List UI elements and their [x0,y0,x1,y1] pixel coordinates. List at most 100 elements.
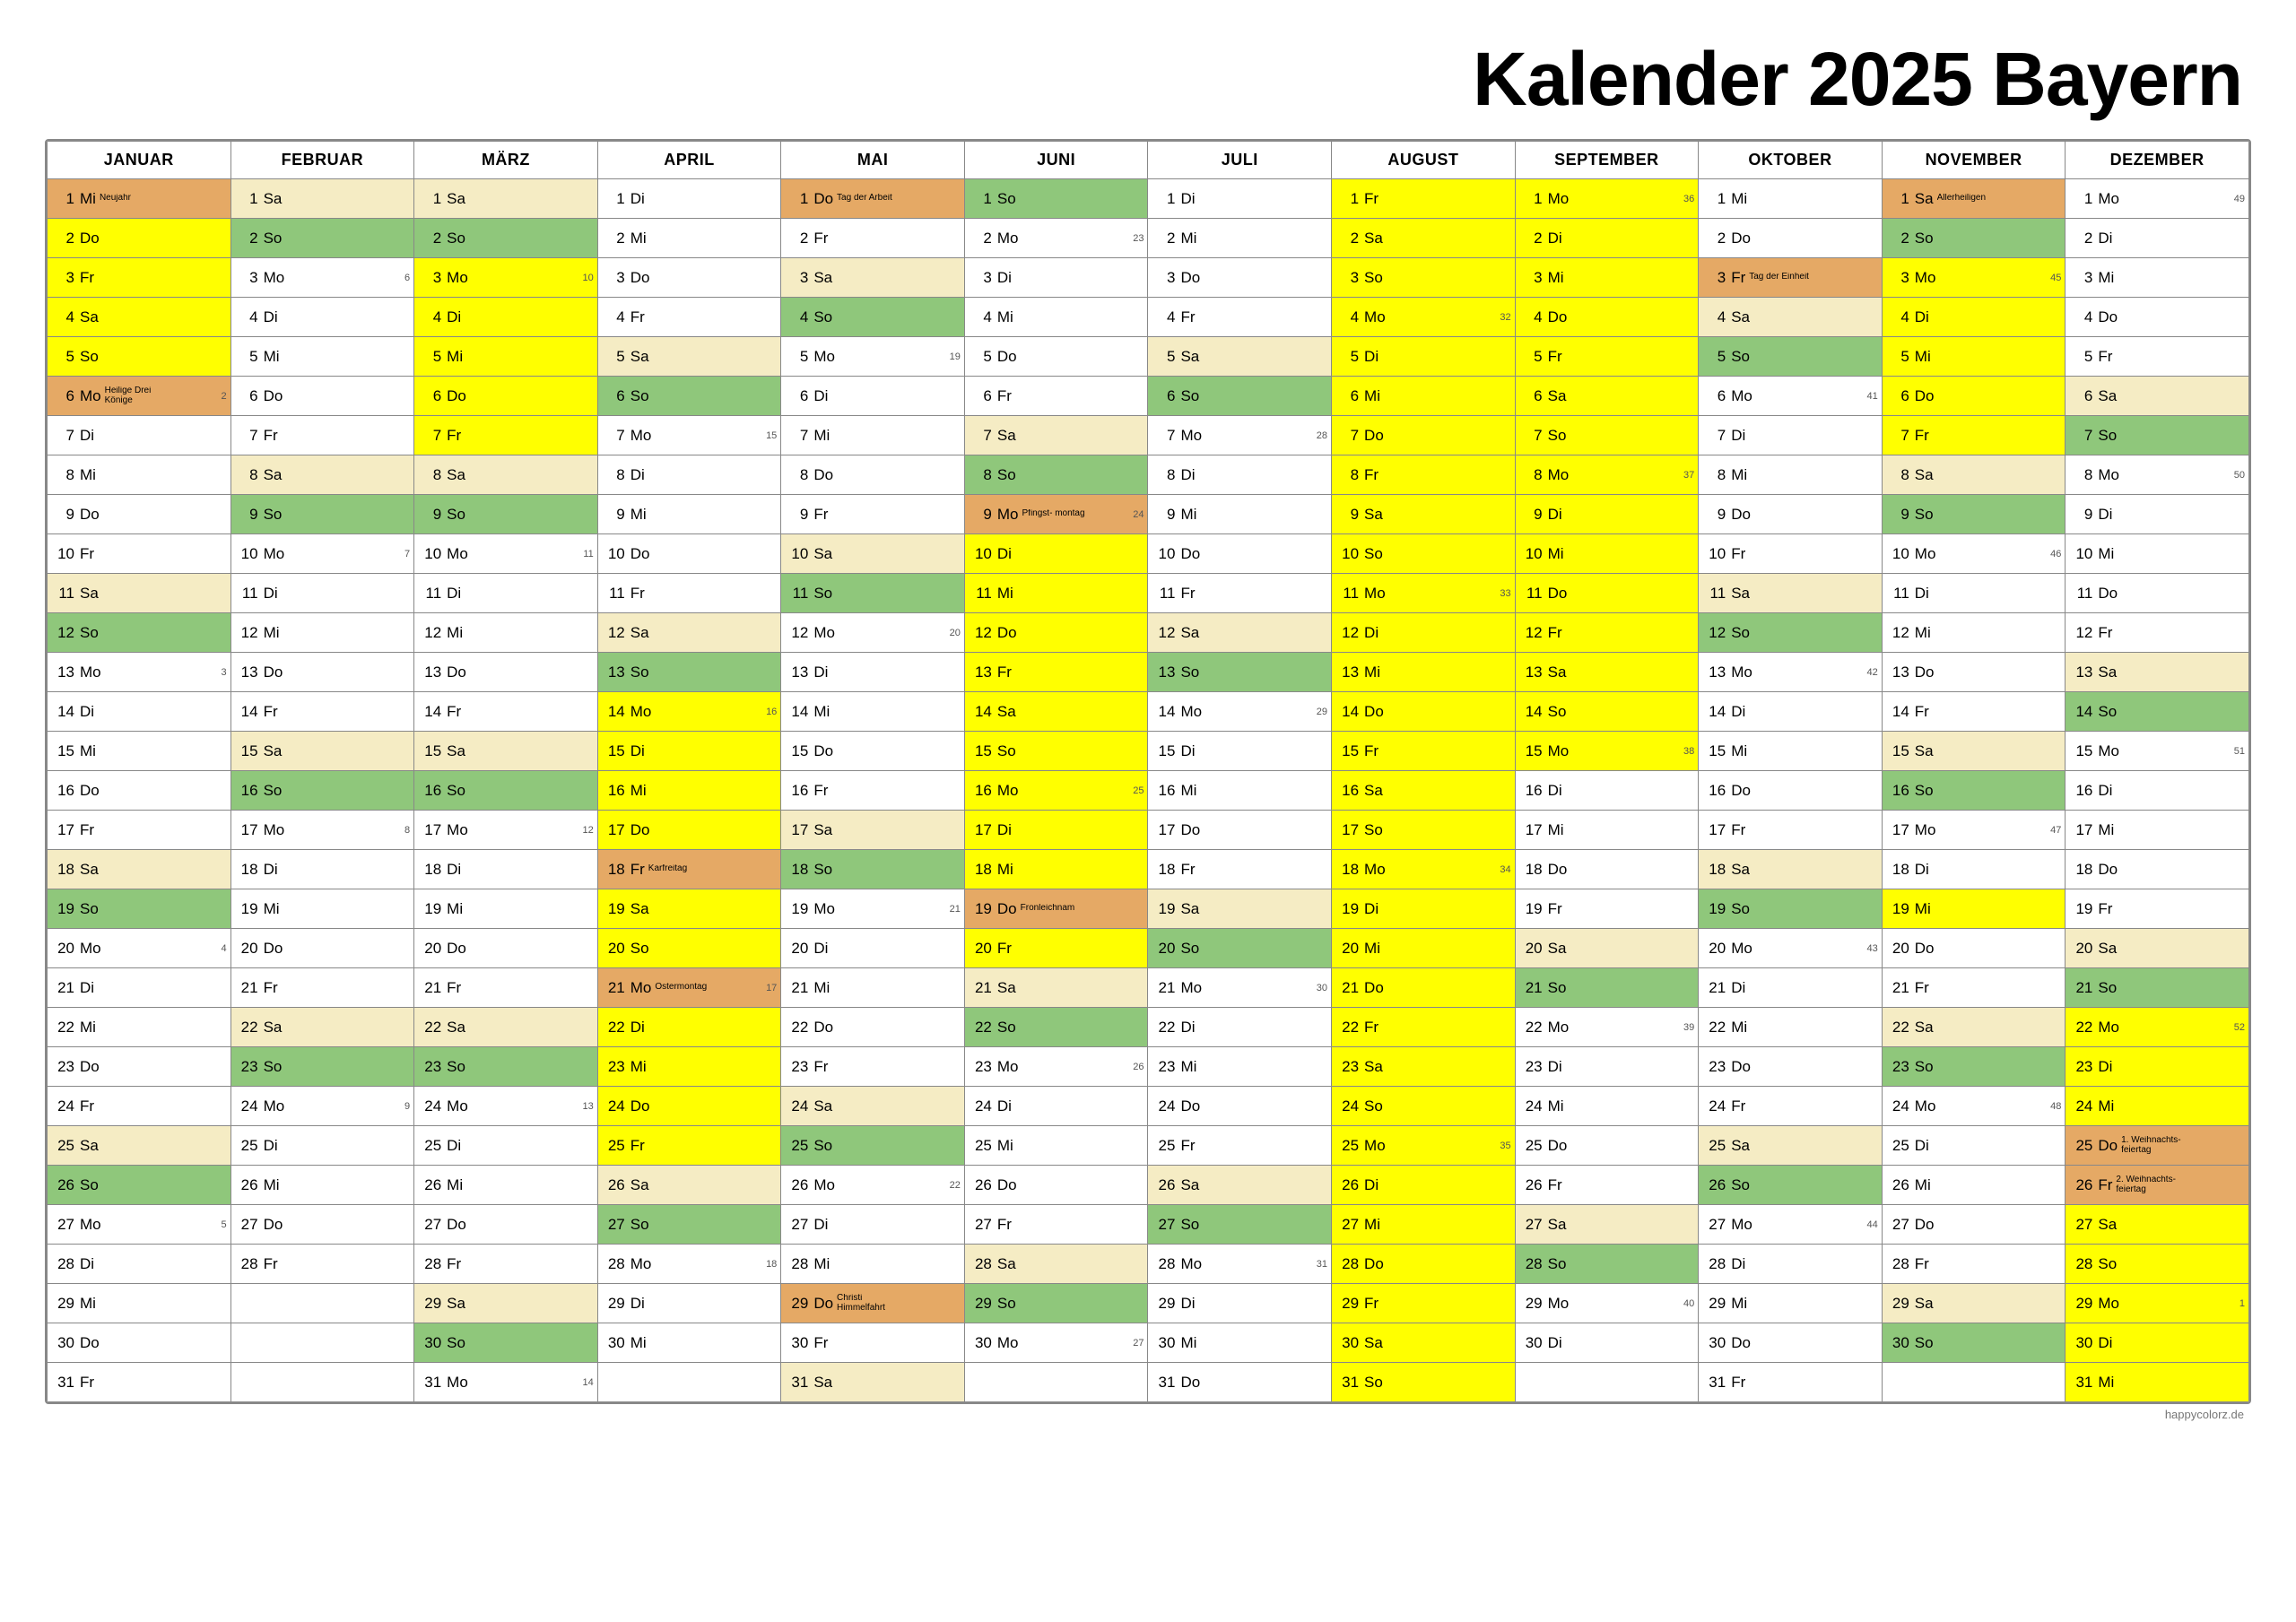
day-number: 8 [239,466,258,484]
day-of-week: Mo [447,1097,468,1115]
day-cell: 5Fr [2066,337,2249,377]
day-of-week: So [1731,900,1750,918]
day-number: 12 [1890,624,1909,642]
day-number: 12 [1339,624,1359,642]
day-cell: 9Sa [1332,495,1516,534]
week-number: 6 [404,273,410,283]
day-number: 6 [972,387,992,405]
day-cell: 23So [1882,1047,2066,1087]
day-cell: 1Di [597,179,781,219]
day-of-week: Do [813,466,833,484]
day-of-week: Di [264,1137,278,1155]
day-of-week: Di [80,703,94,721]
day-number: 23 [605,1058,625,1076]
day-of-week: So [447,1058,465,1076]
week-number: 8 [404,825,410,836]
day-of-week: Mo [997,1058,1019,1076]
day-of-week: Di [1548,230,1562,247]
day-cell: 23Sa [1332,1047,1516,1087]
day-of-week: Mi [813,1255,830,1273]
day-number: 17 [605,821,625,839]
day-number: 6 [1706,387,1726,405]
day-cell: 6So [1148,377,1332,416]
day-number: 16 [55,782,74,800]
day-of-week: Mi [1548,545,1564,563]
day-cell: 16Di [1515,771,1699,811]
day-cell: 13Fr [964,653,1148,692]
day-number: 26 [1706,1176,1726,1194]
day-of-week: Mo [1548,1019,1570,1037]
day-number: 16 [1339,782,1359,800]
day-cell: 7Di [48,416,231,455]
day-number: 26 [972,1176,992,1194]
day-cell: 17Mo8 [230,811,414,850]
day-cell: 24Sa [781,1087,965,1126]
day-of-week: Fr [997,940,1012,958]
day-number: 13 [1706,664,1726,681]
week-number: 10 [582,273,593,283]
day-of-week: Mo [813,1176,835,1194]
day-number: 25 [972,1137,992,1155]
day-of-week: Sa [813,1374,832,1392]
day-cell: 8Mo50 [2066,455,2249,495]
day-of-week: Di [1548,1058,1562,1076]
day-number: 24 [605,1097,625,1115]
day-of-week: Do [1731,782,1751,800]
day-of-week: Do [1180,269,1200,287]
day-cell: 25Di [1882,1126,2066,1166]
day-of-week: So [631,940,649,958]
day-number: 26 [788,1176,808,1194]
day-number: 24 [788,1097,808,1115]
day-number: 12 [2073,624,2092,642]
day-cell: 24Di [964,1087,1148,1126]
day-cell: 17Mi [1515,811,1699,850]
day-number: 2 [1890,230,1909,247]
day-of-week: Mo [997,230,1019,247]
day-of-week: Di [2098,230,2112,247]
day-number: 24 [1339,1097,1359,1115]
day-number: 9 [1890,506,1909,524]
day-cell: 17Mi [2066,811,2249,850]
day-number: 14 [1155,703,1175,721]
day-number: 7 [55,427,74,445]
day-of-week: Di [813,940,828,958]
day-of-week: Mo [1731,1216,1752,1234]
day-of-week: Sa [447,466,465,484]
day-cell: 25Sa [1699,1126,1883,1166]
day-cell: 29DoChristi Himmelfahrt [781,1284,965,1323]
day-of-week: Sa [813,269,832,287]
day-cell: 4Fr [597,298,781,337]
day-of-week: So [1364,269,1383,287]
day-cell: 28 Mi [781,1245,965,1284]
day-of-week: Di [2098,1334,2112,1352]
day-number: 22 [1155,1019,1175,1037]
day-number: 1 [1706,190,1726,208]
day-number: 19 [1155,900,1175,918]
week-number: 28 [1317,430,1327,441]
day-number: 2 [1523,230,1543,247]
day-number: 24 [1155,1097,1175,1115]
day-cell: 25Do1. Weihnachts- feiertag [2066,1126,2249,1166]
day-number: 22 [422,1019,441,1037]
day-number: 28 [788,1255,808,1273]
day-number: 5 [2073,348,2092,366]
day-number: 23 [972,1058,992,1076]
day-of-week: Mi [997,585,1013,603]
week-number: 38 [1683,746,1694,757]
day-of-week: So [1915,506,1934,524]
day-number: 20 [1339,940,1359,958]
day-number: 23 [1155,1058,1175,1076]
day-cell: 6Di [781,377,965,416]
day-of-week: Mo [447,269,468,287]
day-cell: 2Fr [781,219,965,258]
day-of-week: Fr [447,979,461,997]
day-cell: 21Mo30 [1148,968,1332,1008]
day-number: 2 [55,230,74,247]
day-number: 8 [2073,466,2092,484]
day-of-week: So [1915,1058,1934,1076]
day-cell: 27Di [781,1205,965,1245]
day-cell: 7Mo15 [597,416,781,455]
day-number: 1 [239,190,258,208]
day-number: 29 [422,1295,441,1313]
day-of-week: So [813,308,832,326]
